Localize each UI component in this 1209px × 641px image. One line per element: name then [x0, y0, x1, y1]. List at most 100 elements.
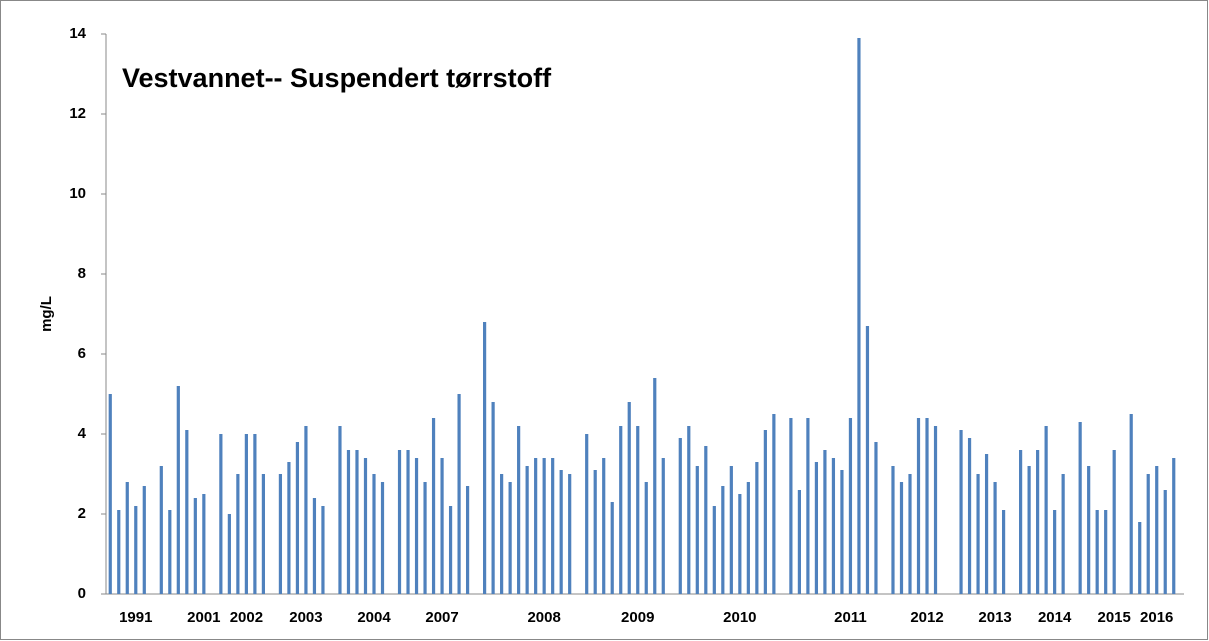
bar — [1001, 510, 1006, 594]
bar — [925, 418, 929, 594]
bar — [755, 462, 759, 594]
bar — [704, 446, 708, 594]
bar — [746, 482, 750, 594]
bar — [610, 502, 614, 594]
bar — [1027, 466, 1031, 594]
bar — [976, 474, 980, 594]
bar — [304, 426, 308, 594]
bar — [423, 482, 427, 594]
bar — [814, 462, 819, 594]
bar — [202, 494, 206, 594]
chart-title: Vestvannet-- Suspendert tørrstoff — [122, 63, 552, 93]
x-tick-label: 2002 — [230, 609, 263, 626]
bar — [916, 418, 921, 594]
bar — [1155, 466, 1159, 594]
bar — [593, 470, 597, 594]
bar — [568, 474, 572, 594]
bar — [1019, 450, 1023, 594]
bar — [1061, 474, 1065, 594]
y-tick-label: 4 — [78, 425, 87, 442]
bar — [874, 442, 878, 594]
bar — [967, 438, 972, 594]
bar — [227, 514, 231, 594]
bar — [236, 474, 240, 594]
bar — [193, 498, 197, 594]
bar — [457, 394, 461, 594]
bar — [653, 378, 657, 594]
bar — [899, 482, 904, 594]
bar — [993, 482, 997, 594]
bar — [321, 506, 325, 594]
bar — [465, 486, 470, 594]
bar — [712, 506, 716, 594]
y-axis-label: mg/L — [38, 296, 55, 332]
bar — [891, 466, 895, 594]
bar — [661, 458, 665, 594]
bar — [278, 474, 283, 594]
bar — [857, 38, 861, 594]
bar — [687, 426, 691, 594]
bar — [261, 474, 265, 594]
x-tick-label: 2015 — [1098, 609, 1131, 626]
bar — [1095, 510, 1099, 594]
bar — [500, 474, 504, 594]
bar — [831, 458, 836, 594]
x-tick-label: 2012 — [910, 609, 943, 626]
x-tick-label: 2016 — [1140, 609, 1173, 626]
bar — [551, 458, 555, 594]
bar — [491, 402, 495, 594]
bar — [185, 430, 189, 594]
bar — [440, 458, 444, 594]
y-tick-label: 6 — [78, 345, 86, 362]
bar — [1172, 458, 1176, 594]
bar — [984, 454, 989, 594]
bar — [1112, 450, 1116, 594]
bar — [1087, 466, 1091, 594]
bar — [363, 458, 368, 594]
bar — [295, 442, 300, 594]
y-tick-label: 10 — [69, 185, 86, 202]
bar — [108, 394, 112, 594]
bar — [1138, 522, 1142, 594]
bar — [525, 466, 529, 594]
bar — [721, 486, 725, 594]
bar — [908, 474, 912, 594]
bar — [253, 434, 257, 594]
bar — [959, 430, 963, 594]
x-tick-label: 1991 — [119, 609, 152, 626]
bar — [134, 506, 138, 594]
bar — [372, 474, 376, 594]
bar — [542, 458, 546, 594]
x-tick-label: 2011 — [834, 609, 867, 626]
bar — [176, 386, 180, 594]
bar — [729, 466, 733, 594]
bar — [287, 462, 291, 594]
bar — [848, 418, 853, 594]
bar — [797, 490, 801, 594]
bar — [1104, 510, 1108, 594]
bar — [806, 418, 810, 594]
bar — [125, 482, 129, 594]
bar — [338, 426, 342, 594]
bar — [534, 458, 538, 594]
bar — [508, 482, 512, 594]
bar — [865, 326, 870, 594]
bar — [1078, 422, 1082, 594]
bar — [678, 438, 682, 594]
bar — [772, 414, 776, 594]
bar — [1044, 426, 1048, 594]
bar — [559, 470, 563, 594]
bar — [695, 466, 699, 594]
bar — [517, 426, 521, 594]
bar — [244, 434, 248, 594]
x-tick-label: 2004 — [357, 609, 391, 626]
bar — [159, 466, 163, 594]
x-tick-label: 2013 — [978, 609, 1011, 626]
bar — [840, 470, 844, 594]
bar — [168, 510, 172, 594]
bar — [431, 418, 436, 594]
x-tick-label: 2009 — [621, 609, 654, 626]
bar — [219, 434, 223, 594]
bar — [1036, 450, 1040, 594]
